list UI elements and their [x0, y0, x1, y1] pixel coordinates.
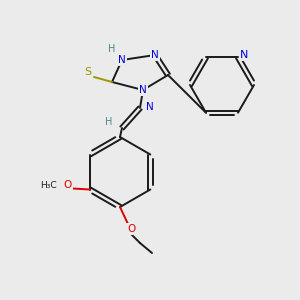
- Text: H: H: [108, 44, 116, 54]
- Text: N: N: [151, 50, 159, 60]
- Text: O: O: [127, 224, 135, 234]
- Text: N: N: [118, 55, 126, 65]
- Text: H₃C: H₃C: [40, 181, 57, 190]
- Text: N: N: [146, 102, 154, 112]
- Text: S: S: [84, 67, 92, 77]
- Text: H: H: [105, 117, 113, 127]
- Text: O: O: [64, 181, 72, 190]
- Text: N: N: [240, 50, 248, 60]
- Text: N: N: [139, 85, 147, 95]
